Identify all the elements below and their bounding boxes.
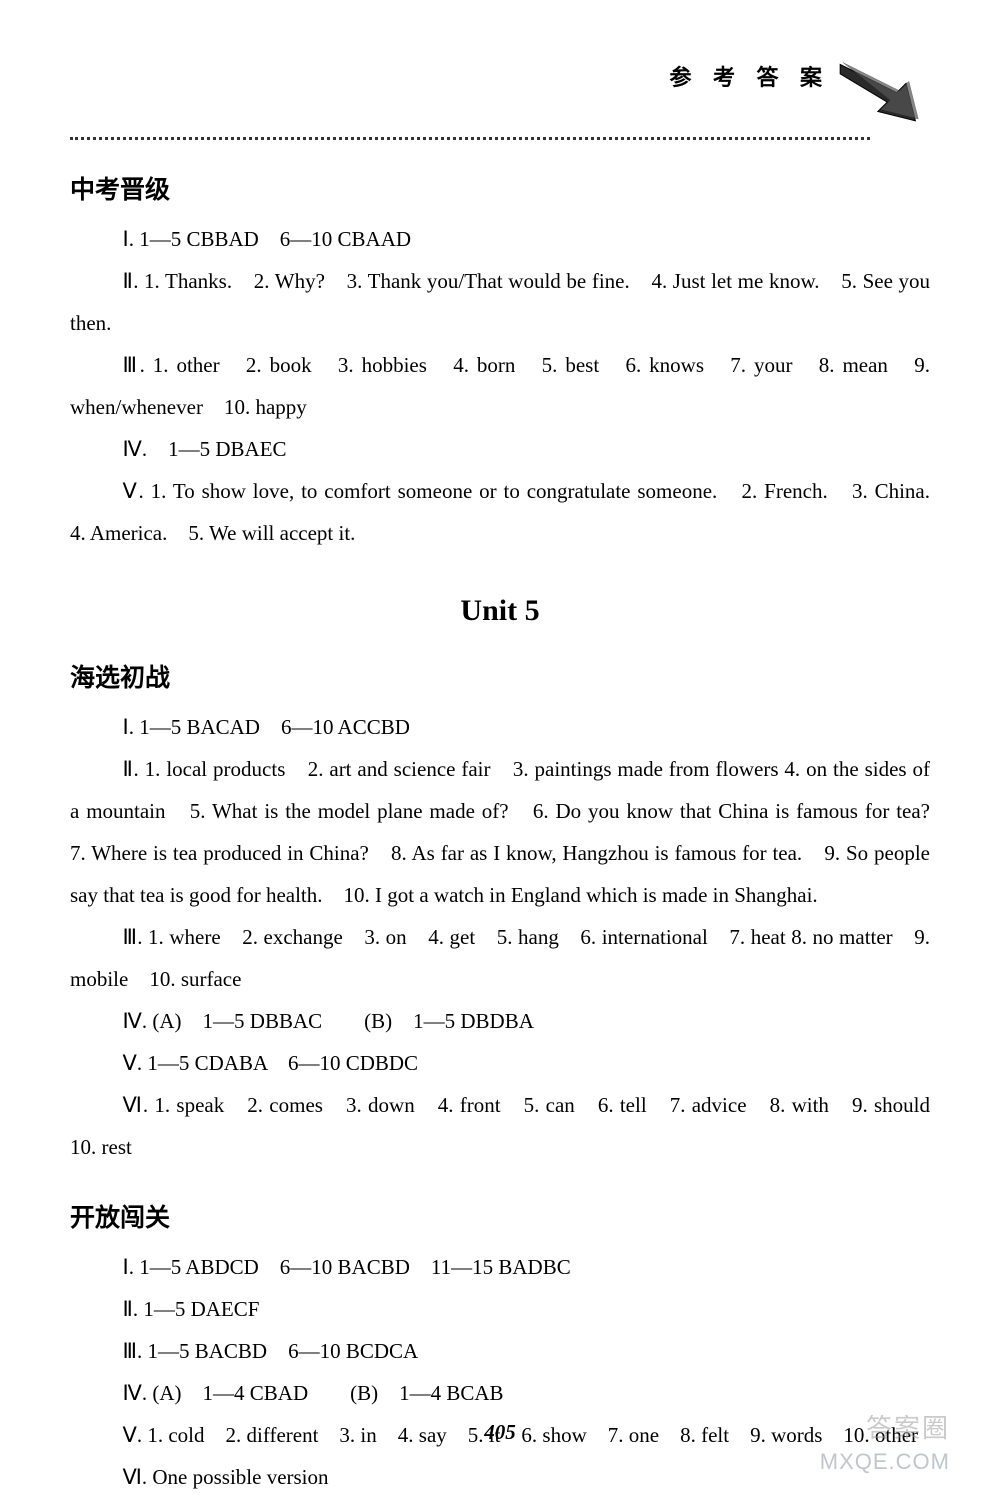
content-line: Ⅰ. 1—5 CBBAD 6—10 CBAAD [70, 218, 930, 260]
watermark-text-2: MXQE.COM [820, 1449, 950, 1475]
content-line: Ⅰ. 1—5 ABDCD 6—10 BACBD 11—15 BADBC [70, 1246, 930, 1288]
arrow-icon [835, 55, 930, 135]
section-zhongkao: 中考晋级 Ⅰ. 1—5 CBBAD 6—10 CBAAD Ⅱ. 1. Thank… [70, 170, 930, 554]
section-heading-2: 海选初战 [70, 658, 930, 694]
content-line: Ⅳ. (A) 1—5 DBBAC (B) 1—5 DBDBA [70, 1000, 930, 1042]
dotted-divider [70, 137, 870, 140]
section-heading-3: 开放闯关 [70, 1198, 930, 1234]
page-header: 参 考 答 案 [70, 60, 930, 140]
content-line: Ⅱ. 1. Thanks. 2. Why? 3. Thank you/That … [70, 260, 930, 344]
content-line: Ⅲ. 1—5 BACBD 6—10 BCDCA [70, 1330, 930, 1372]
content-line: Ⅵ. One possible version [70, 1456, 930, 1498]
content-line: Ⅴ. 1. To show love, to comfort someone o… [70, 470, 930, 554]
section-kaifang: 开放闯关 Ⅰ. 1—5 ABDCD 6—10 BACBD 11—15 BADBC… [70, 1198, 930, 1498]
content-line: Ⅵ. 1. speak 2. comes 3. down 4. front 5.… [70, 1084, 930, 1168]
section-heading-1: 中考晋级 [70, 170, 930, 206]
watermark-text-1: 答案圈 [866, 1408, 950, 1445]
content-line: Ⅱ. 1. local products 2. art and science … [70, 748, 930, 916]
content-line: Ⅴ. 1—5 CDABA 6—10 CDBDC [70, 1042, 930, 1084]
content-line: Ⅳ. (A) 1—4 CBAD (B) 1—4 BCAB [70, 1372, 930, 1414]
content-line: Ⅳ. 1—5 DBAEC [70, 428, 930, 470]
content-line: Ⅲ. 1. where 2. exchange 3. on 4. get 5. … [70, 916, 930, 1000]
section-haixuan: 海选初战 Ⅰ. 1—5 BACAD 6—10 ACCBD Ⅱ. 1. local… [70, 658, 930, 1168]
page-number: 405 [0, 1420, 1000, 1445]
content-line: Ⅱ. 1—5 DAECF [70, 1288, 930, 1330]
header-title: 参 考 答 案 [70, 60, 930, 92]
content-line: Ⅰ. 1—5 BACAD 6—10 ACCBD [70, 706, 930, 748]
content-line: Ⅲ. 1. other 2. book 3. hobbies 4. born 5… [70, 344, 930, 428]
unit-title: Unit 5 [70, 594, 930, 628]
